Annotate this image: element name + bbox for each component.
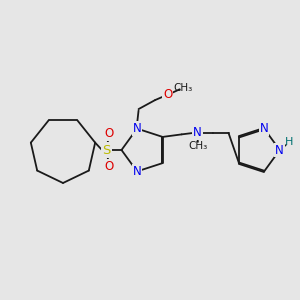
Text: H: H [285, 136, 293, 147]
Text: O: O [104, 160, 113, 173]
Text: N: N [133, 122, 141, 135]
Text: N: N [193, 126, 202, 140]
Text: N: N [260, 122, 268, 135]
Text: S: S [102, 143, 111, 157]
Text: O: O [104, 127, 113, 140]
Text: N: N [133, 165, 141, 178]
Text: CH₃: CH₃ [189, 141, 208, 152]
Text: CH₃: CH₃ [173, 83, 192, 93]
Text: N: N [275, 143, 284, 157]
Text: O: O [163, 88, 172, 101]
